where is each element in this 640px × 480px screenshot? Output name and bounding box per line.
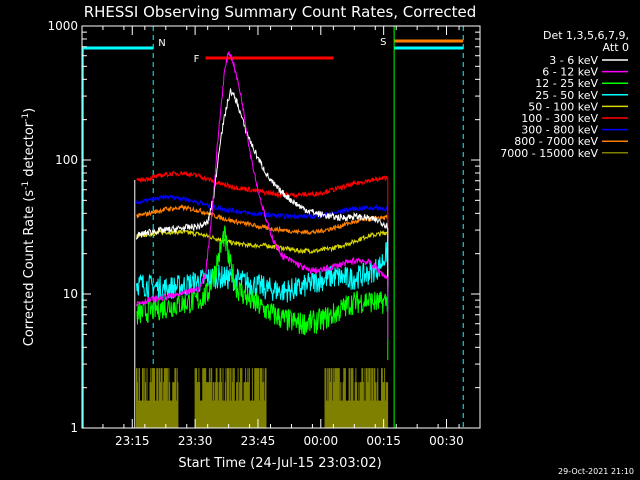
series-line-3-6kev: [136, 88, 389, 287]
series-line-50-100kev: [136, 229, 389, 292]
y-axis-label-end: ): [22, 108, 37, 113]
x-tick-label: 00:30: [429, 434, 464, 448]
x-tick-label: 23:30: [178, 434, 213, 448]
y-tick-label: 1: [70, 421, 78, 435]
x-tick-label: 00:15: [366, 434, 401, 448]
series-7000-15000-kev: [324, 368, 389, 428]
y-axis-label: Corrected Count Rate (s-1 detector-1): [21, 108, 37, 346]
y-axis-label-main: Corrected Count Rate (s: [22, 190, 37, 347]
legend-label: 12 - 25 keV: [535, 77, 598, 90]
x-axis-label: Start Time (24-Jul-15 23:03:02): [178, 456, 381, 471]
series-line-25-50kev: [136, 241, 389, 311]
legend-header-line2: Att 0: [603, 41, 629, 54]
flare-label: F: [194, 54, 200, 65]
series-line-6-12kev: [136, 51, 389, 339]
y-tick-label: 100: [55, 153, 78, 167]
legend-label: 800 - 7000 keV: [514, 135, 598, 148]
y-tick-label: 1000: [47, 19, 78, 33]
y-axis-label-mid: detector: [22, 121, 37, 181]
x-tick-label: 23:45: [241, 434, 276, 448]
legend-label: 7000 - 15000 keV: [500, 147, 598, 160]
night-label: N: [158, 38, 165, 49]
legend-header-line1: Det 1,3,5,6,7,9,: [543, 29, 629, 42]
series-line-300-800kev: [136, 193, 389, 270]
legend-label: 3 - 6 keV: [549, 54, 598, 67]
legend-label: 300 - 800 keV: [521, 124, 598, 137]
y-axis-label-sup1: -1: [21, 181, 31, 190]
legend-label: 100 - 300 keV: [521, 112, 598, 125]
x-tick-label: 23:15: [115, 434, 150, 448]
plot-frame: [81, 25, 481, 429]
series-7000-15000-kev: [136, 368, 179, 428]
legend-label: 25 - 50 keV: [535, 89, 598, 102]
legend-label: 6 - 12 keV: [542, 66, 598, 79]
saa-label: S: [380, 37, 386, 48]
series-line-800-7000kev: [136, 204, 389, 278]
series-line-100-300kev: [136, 170, 389, 238]
timestamp: 29-Oct-2021 21:10: [558, 467, 634, 476]
series-7000-15000-kev: [194, 368, 267, 428]
chart-title: RHESSI Observing Summary Count Rates, Co…: [84, 3, 477, 21]
x-tick-label: 00:00: [304, 434, 339, 448]
y-axis-label-sup2: -1: [21, 113, 31, 122]
legend-label: 50 - 100 keV: [528, 100, 598, 113]
y-tick-label: 10: [63, 287, 78, 301]
